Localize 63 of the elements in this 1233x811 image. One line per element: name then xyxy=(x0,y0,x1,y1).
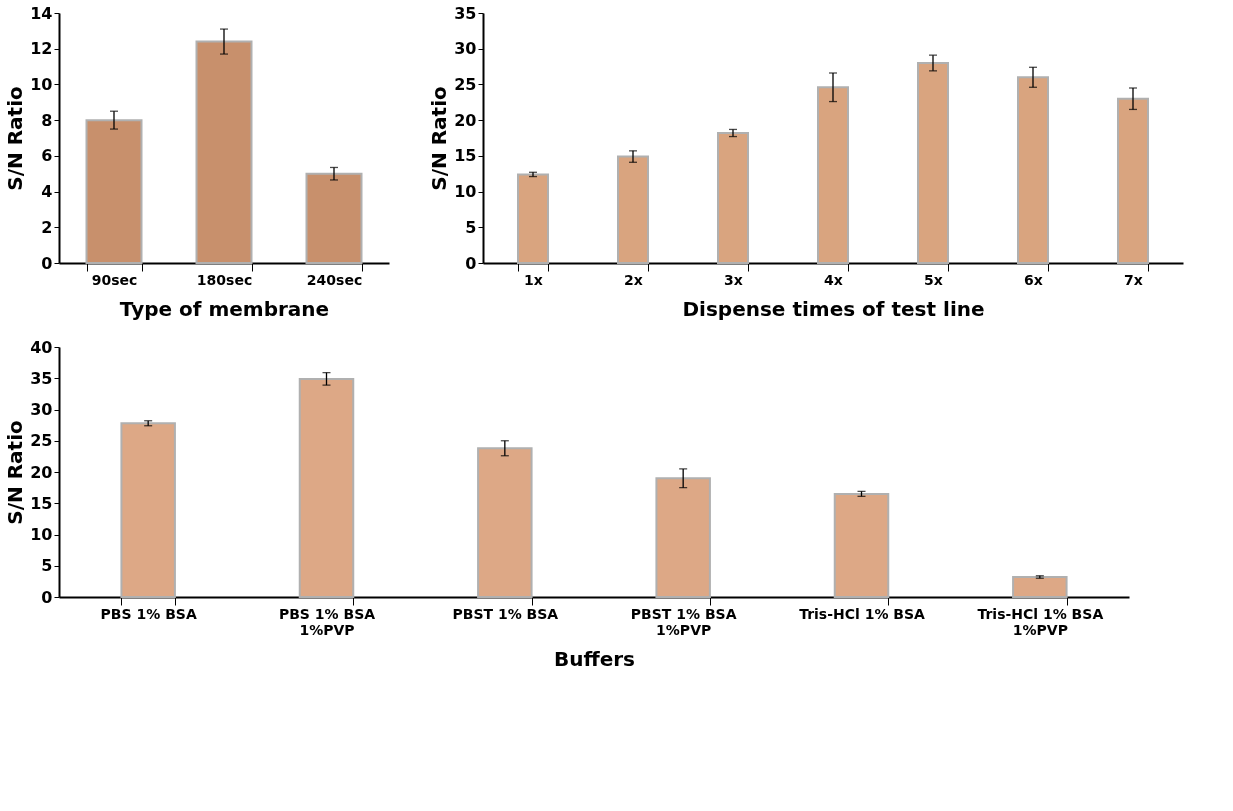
x-tick-label: 2x xyxy=(624,271,643,288)
x-tick-label: PBST 1% BSA xyxy=(452,605,559,622)
bar xyxy=(517,173,549,264)
x-tick-label: 7x xyxy=(1124,271,1143,288)
y-tick-label: 25 xyxy=(30,431,53,451)
x-tick-label: 4x xyxy=(824,271,843,288)
bar xyxy=(833,492,890,598)
bar xyxy=(817,86,849,264)
y-tick-label: 5 xyxy=(41,556,53,576)
y-tick-label: 20 xyxy=(30,462,53,482)
bar xyxy=(305,172,363,264)
x-axis-title: Buffers xyxy=(553,646,636,671)
y-tick-label: 10 xyxy=(454,182,477,202)
bar xyxy=(477,447,533,598)
bar xyxy=(1012,576,1068,598)
y-tick-label: 35 xyxy=(454,3,477,23)
x-tick-label: 90sec xyxy=(91,271,138,288)
y-axis-title: S/N Ratio xyxy=(3,86,28,191)
bar xyxy=(298,377,355,598)
bar xyxy=(617,155,649,264)
y-tick-label: 14 xyxy=(30,3,53,23)
y-tick-label: 15 xyxy=(30,493,53,513)
y-tick-label: 30 xyxy=(30,400,53,419)
y-tick-label: 10 xyxy=(30,525,53,544)
y-tick-label: 10 xyxy=(30,74,53,94)
bar xyxy=(1117,97,1149,264)
x-tick-label: Tris-HCl 1% BSA xyxy=(799,605,926,622)
bar xyxy=(1017,76,1049,264)
x-tick-label: PBS 1% BSA xyxy=(100,605,197,622)
y-tick-label: 20 xyxy=(454,110,477,130)
y-tick-label: 2 xyxy=(41,217,53,237)
x-tick-label: 5x xyxy=(924,271,943,288)
y-tick-label: 25 xyxy=(454,74,477,94)
x-tick-label: PBS 1% BSA 1%PVP xyxy=(278,605,376,638)
y-tick-label: 4 xyxy=(41,182,53,202)
y-tick-label: 35 xyxy=(30,368,53,388)
y-tick-label: 15 xyxy=(454,146,477,166)
y-tick-label: 0 xyxy=(41,587,53,607)
x-axis-title: Type of membrane xyxy=(119,296,330,321)
y-tick-label: 0 xyxy=(41,253,53,273)
y-tick-label: 12 xyxy=(30,39,53,59)
bar xyxy=(917,62,949,264)
y-tick-label: 40 xyxy=(30,337,53,357)
x-tick-label: 1x xyxy=(524,271,543,288)
x-tick-label: 180sec xyxy=(196,271,253,288)
y-axis-title: S/N Ratio xyxy=(3,420,28,525)
y-tick-label: 8 xyxy=(41,110,53,130)
y-axis-title: S/N Ratio xyxy=(427,86,452,191)
x-tick-label: 3x xyxy=(724,271,743,288)
x-axis-title: Dispense times of test line xyxy=(682,296,985,321)
x-tick-label: 240sec xyxy=(306,271,363,288)
bar xyxy=(85,119,143,264)
y-tick-label: 6 xyxy=(41,146,53,166)
bar xyxy=(195,40,253,264)
bar xyxy=(655,477,711,598)
bar xyxy=(717,132,749,264)
y-tick-label: 30 xyxy=(454,39,477,59)
bar xyxy=(120,422,176,598)
x-tick-label: 6x xyxy=(1024,271,1043,288)
x-tick-label: Tris-HCl 1% BSA 1%PVP xyxy=(977,605,1104,638)
y-tick-label: 5 xyxy=(465,217,477,237)
y-tick-label: 0 xyxy=(465,253,477,273)
x-tick-label: PBST 1% BSA 1%PVP xyxy=(630,605,737,638)
